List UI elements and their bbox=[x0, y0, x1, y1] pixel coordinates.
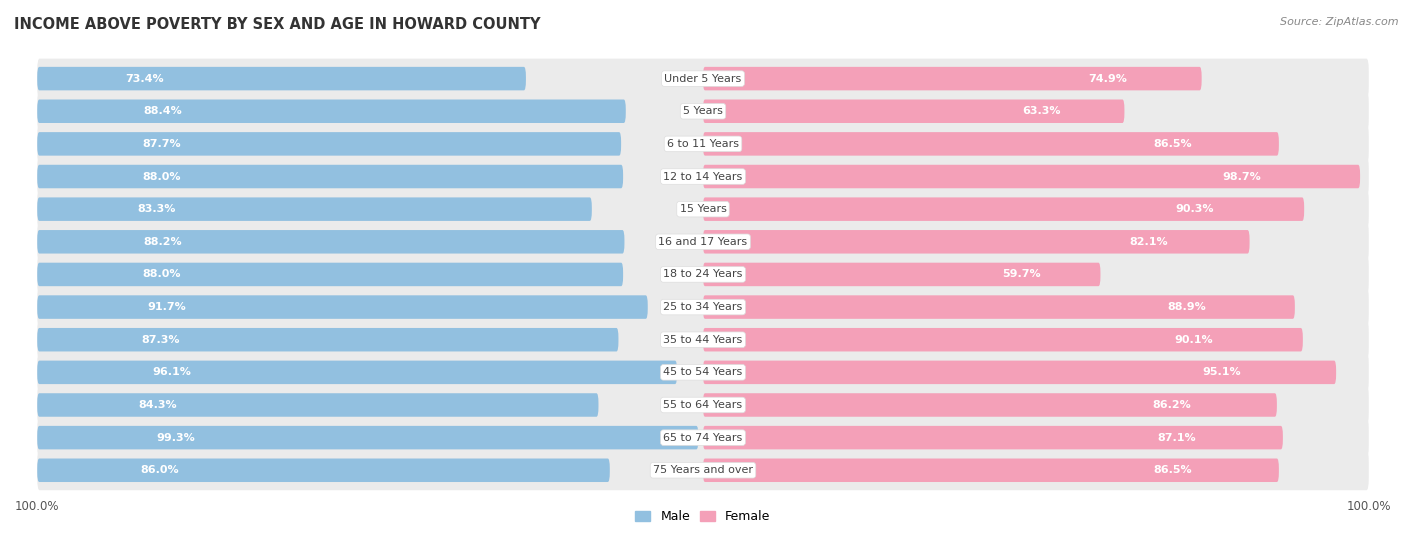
FancyBboxPatch shape bbox=[37, 361, 678, 384]
FancyBboxPatch shape bbox=[37, 328, 619, 352]
FancyBboxPatch shape bbox=[703, 295, 1295, 319]
Text: 88.2%: 88.2% bbox=[143, 237, 181, 247]
FancyBboxPatch shape bbox=[703, 328, 1303, 352]
FancyBboxPatch shape bbox=[37, 418, 1369, 458]
FancyBboxPatch shape bbox=[703, 230, 1250, 254]
Text: 63.3%: 63.3% bbox=[1022, 106, 1062, 116]
Text: 87.1%: 87.1% bbox=[1157, 433, 1197, 443]
FancyBboxPatch shape bbox=[37, 91, 1369, 131]
FancyBboxPatch shape bbox=[703, 165, 1360, 188]
FancyBboxPatch shape bbox=[37, 59, 1369, 98]
Text: 18 to 24 Years: 18 to 24 Years bbox=[664, 269, 742, 280]
FancyBboxPatch shape bbox=[37, 189, 1369, 229]
FancyBboxPatch shape bbox=[703, 197, 1305, 221]
Text: 88.0%: 88.0% bbox=[142, 269, 181, 280]
Text: 95.1%: 95.1% bbox=[1202, 367, 1241, 377]
Text: 6 to 11 Years: 6 to 11 Years bbox=[666, 139, 740, 149]
Text: 86.0%: 86.0% bbox=[141, 465, 179, 475]
Text: 16 and 17 Years: 16 and 17 Years bbox=[658, 237, 748, 247]
FancyBboxPatch shape bbox=[37, 451, 1369, 490]
Text: 96.1%: 96.1% bbox=[152, 367, 191, 377]
FancyBboxPatch shape bbox=[37, 393, 599, 417]
Text: 74.9%: 74.9% bbox=[1088, 74, 1126, 84]
Text: 35 to 44 Years: 35 to 44 Years bbox=[664, 335, 742, 345]
Text: 88.0%: 88.0% bbox=[142, 172, 181, 182]
FancyBboxPatch shape bbox=[37, 165, 623, 188]
Text: 86.2%: 86.2% bbox=[1152, 400, 1191, 410]
FancyBboxPatch shape bbox=[37, 295, 648, 319]
Text: Source: ZipAtlas.com: Source: ZipAtlas.com bbox=[1281, 17, 1399, 27]
Text: 88.4%: 88.4% bbox=[143, 106, 181, 116]
Text: Under 5 Years: Under 5 Years bbox=[665, 74, 741, 84]
Text: 75 Years and over: 75 Years and over bbox=[652, 465, 754, 475]
FancyBboxPatch shape bbox=[37, 157, 1369, 197]
Text: 88.9%: 88.9% bbox=[1167, 302, 1206, 312]
Text: 90.3%: 90.3% bbox=[1175, 204, 1213, 214]
Text: 91.7%: 91.7% bbox=[148, 302, 186, 312]
FancyBboxPatch shape bbox=[703, 263, 1101, 286]
FancyBboxPatch shape bbox=[37, 426, 699, 449]
FancyBboxPatch shape bbox=[703, 393, 1277, 417]
FancyBboxPatch shape bbox=[37, 385, 1369, 425]
FancyBboxPatch shape bbox=[703, 67, 1202, 91]
Text: 98.7%: 98.7% bbox=[1223, 172, 1261, 182]
FancyBboxPatch shape bbox=[37, 352, 1369, 392]
Text: 87.3%: 87.3% bbox=[142, 335, 180, 345]
Text: 87.7%: 87.7% bbox=[142, 139, 181, 149]
Text: 99.3%: 99.3% bbox=[156, 433, 195, 443]
FancyBboxPatch shape bbox=[37, 67, 526, 91]
Legend: Male, Female: Male, Female bbox=[630, 505, 776, 528]
Text: 65 to 74 Years: 65 to 74 Years bbox=[664, 433, 742, 443]
FancyBboxPatch shape bbox=[37, 124, 1369, 164]
FancyBboxPatch shape bbox=[37, 230, 624, 254]
Text: 84.3%: 84.3% bbox=[138, 400, 177, 410]
FancyBboxPatch shape bbox=[703, 132, 1279, 155]
FancyBboxPatch shape bbox=[703, 100, 1125, 123]
FancyBboxPatch shape bbox=[37, 222, 1369, 262]
Text: 45 to 54 Years: 45 to 54 Years bbox=[664, 367, 742, 377]
Text: 82.1%: 82.1% bbox=[1129, 237, 1167, 247]
FancyBboxPatch shape bbox=[37, 458, 610, 482]
Text: 25 to 34 Years: 25 to 34 Years bbox=[664, 302, 742, 312]
FancyBboxPatch shape bbox=[37, 287, 1369, 327]
Text: 55 to 64 Years: 55 to 64 Years bbox=[664, 400, 742, 410]
FancyBboxPatch shape bbox=[703, 361, 1336, 384]
Text: 5 Years: 5 Years bbox=[683, 106, 723, 116]
Text: 15 Years: 15 Years bbox=[679, 204, 727, 214]
Text: 90.1%: 90.1% bbox=[1174, 335, 1213, 345]
FancyBboxPatch shape bbox=[37, 263, 623, 286]
Text: 83.3%: 83.3% bbox=[136, 204, 176, 214]
Text: 12 to 14 Years: 12 to 14 Years bbox=[664, 172, 742, 182]
FancyBboxPatch shape bbox=[703, 458, 1279, 482]
FancyBboxPatch shape bbox=[37, 100, 626, 123]
Text: 73.4%: 73.4% bbox=[125, 74, 165, 84]
FancyBboxPatch shape bbox=[37, 132, 621, 155]
FancyBboxPatch shape bbox=[37, 197, 592, 221]
FancyBboxPatch shape bbox=[37, 254, 1369, 295]
Text: 59.7%: 59.7% bbox=[1002, 269, 1040, 280]
FancyBboxPatch shape bbox=[37, 320, 1369, 359]
FancyBboxPatch shape bbox=[703, 426, 1282, 449]
Text: 86.5%: 86.5% bbox=[1154, 465, 1192, 475]
Text: INCOME ABOVE POVERTY BY SEX AND AGE IN HOWARD COUNTY: INCOME ABOVE POVERTY BY SEX AND AGE IN H… bbox=[14, 17, 540, 32]
Text: 86.5%: 86.5% bbox=[1154, 139, 1192, 149]
